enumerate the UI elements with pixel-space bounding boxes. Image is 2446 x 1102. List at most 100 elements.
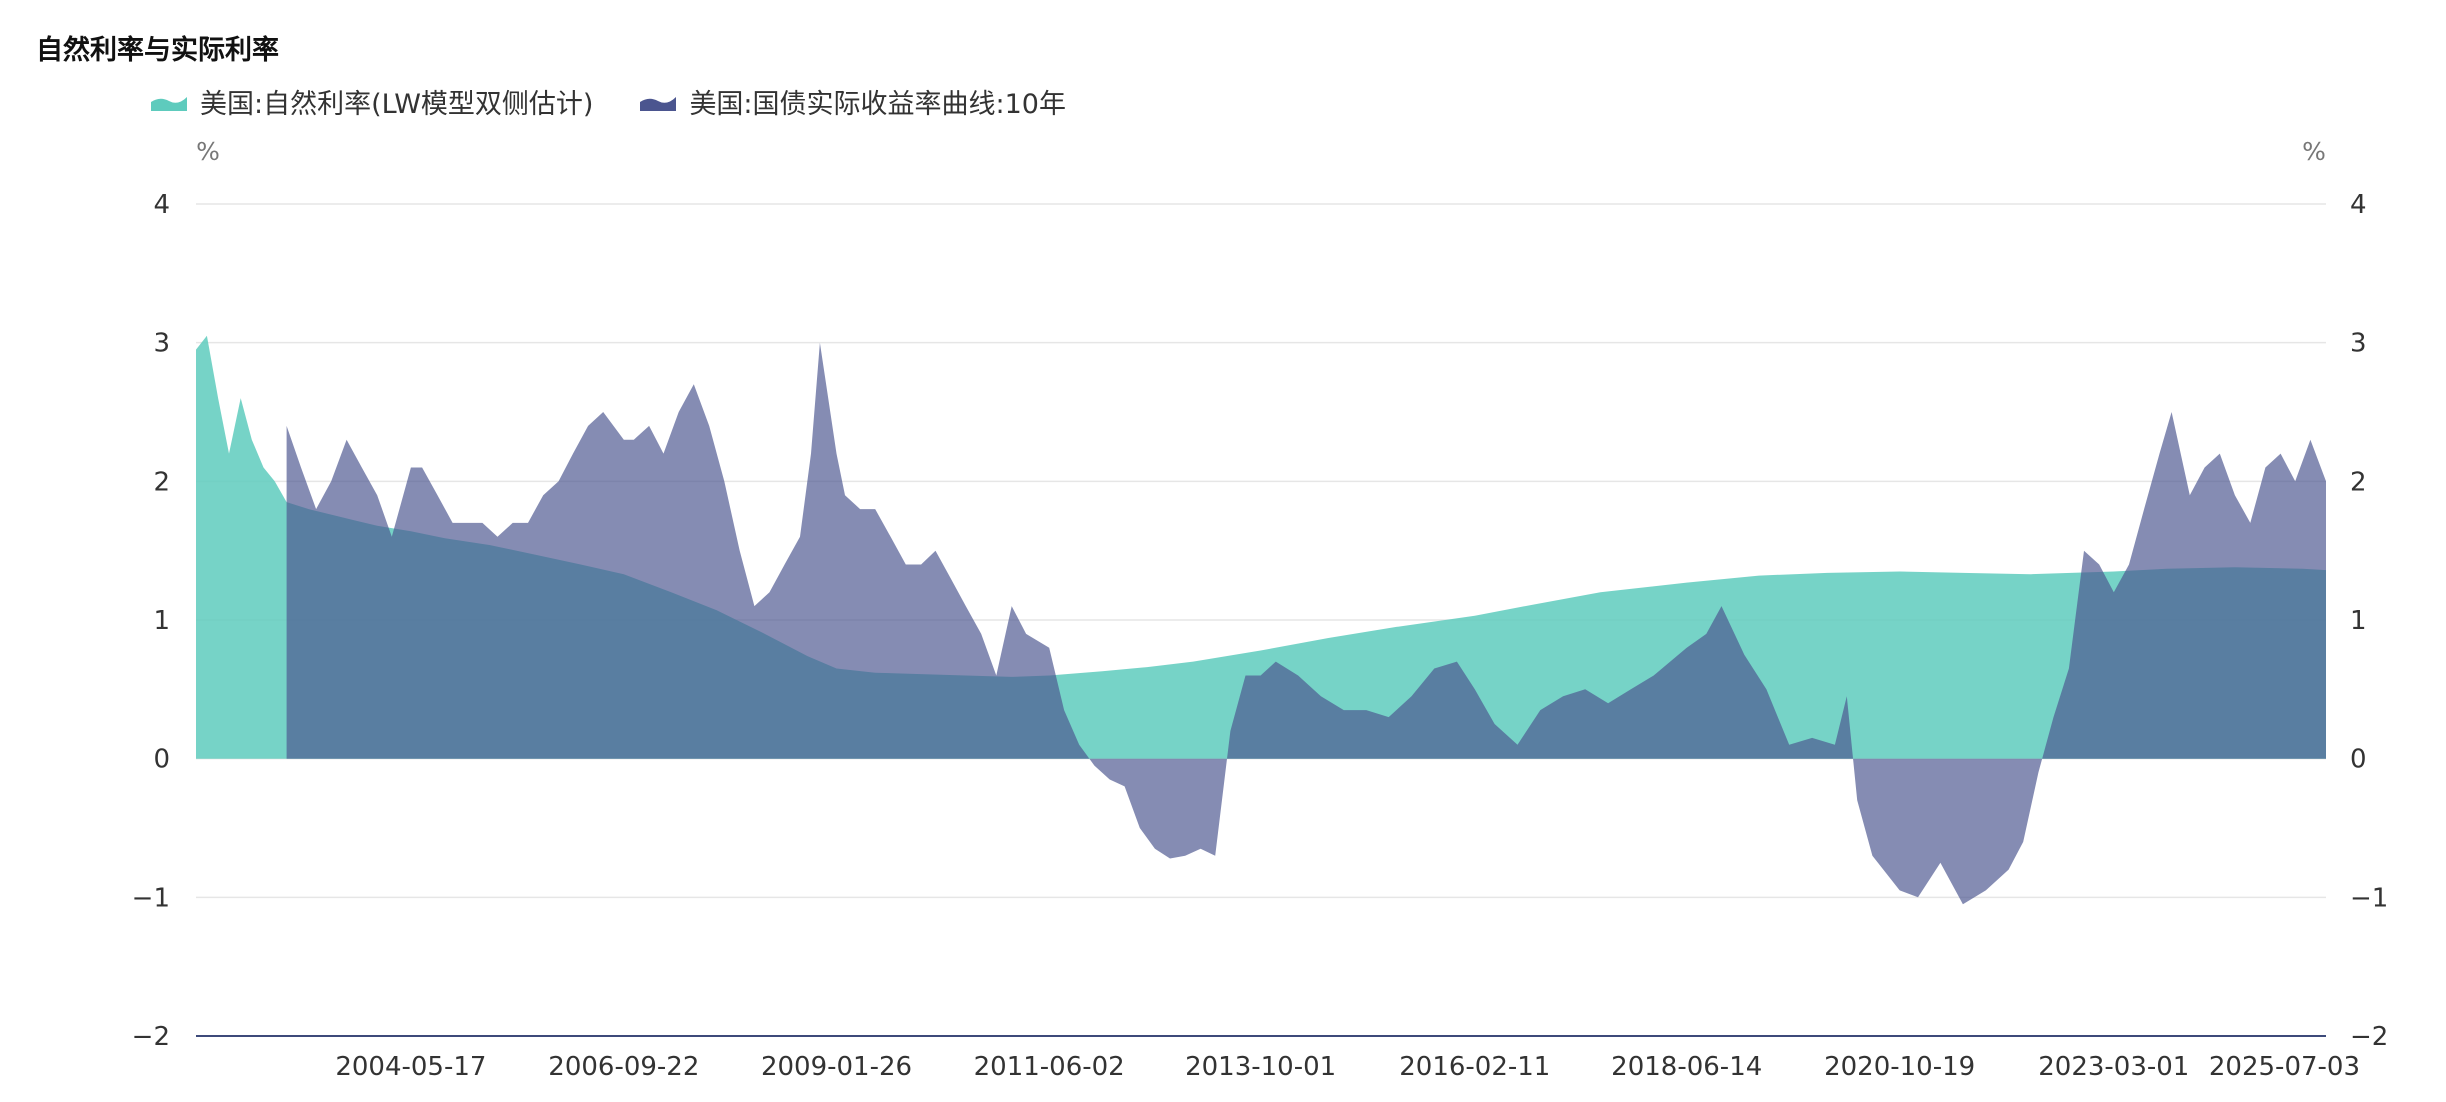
data-point-series-1[interactable] bbox=[494, 533, 502, 541]
data-point-series-1[interactable] bbox=[932, 547, 940, 555]
legend-item-real-yield[interactable]: 美国:国债实际收益率曲线:10年 bbox=[639, 82, 1066, 121]
data-point-series-1[interactable] bbox=[1683, 644, 1691, 652]
data-point-series-1[interactable] bbox=[962, 602, 970, 610]
data-point-series-1[interactable] bbox=[1060, 706, 1068, 714]
data-point-series-1[interactable] bbox=[2110, 588, 2118, 596]
data-point-series-1[interactable] bbox=[1627, 685, 1635, 693]
data-point-series-1[interactable] bbox=[1257, 672, 1265, 680]
data-point-series-1[interactable] bbox=[1702, 630, 1710, 638]
data-point-series-1[interactable] bbox=[1166, 855, 1174, 863]
data-point-series-1[interactable] bbox=[1831, 741, 1839, 749]
data-point-series-1[interactable] bbox=[1075, 741, 1083, 749]
data-point-series-1[interactable] bbox=[2261, 464, 2269, 472]
data-point-series-1[interactable] bbox=[1242, 672, 1250, 680]
data-point-series-1[interactable] bbox=[2125, 561, 2133, 569]
data-point-series-1[interactable] bbox=[977, 630, 985, 638]
data-point-series-0[interactable] bbox=[1143, 663, 1151, 671]
data-point-series-1[interactable] bbox=[524, 519, 532, 527]
data-point-series-0[interactable] bbox=[248, 436, 256, 444]
data-point-series-0[interactable] bbox=[225, 450, 233, 458]
data-point-series-1[interactable] bbox=[1718, 602, 1726, 610]
data-point-series-1[interactable] bbox=[887, 533, 895, 541]
data-point-series-1[interactable] bbox=[1536, 706, 1544, 714]
data-point-series-1[interactable] bbox=[2246, 519, 2254, 527]
data-point-series-0[interactable] bbox=[1257, 647, 1265, 655]
data-point-series-1[interactable] bbox=[373, 491, 381, 499]
data-point-series-0[interactable] bbox=[1823, 569, 1831, 577]
data-point-series-1[interactable] bbox=[1982, 886, 1990, 894]
data-point-series-0[interactable] bbox=[1471, 612, 1479, 620]
data-point-series-1[interactable] bbox=[1226, 727, 1234, 735]
data-point-series-1[interactable] bbox=[1581, 685, 1589, 693]
data-point-series-0[interactable] bbox=[1896, 568, 1904, 576]
data-point-series-1[interactable] bbox=[2168, 408, 2176, 416]
data-point-series-1[interactable] bbox=[2095, 561, 2103, 569]
data-point-series-1[interactable] bbox=[2306, 436, 2314, 444]
data-point-series-1[interactable] bbox=[1559, 692, 1567, 700]
data-point-series-1[interactable] bbox=[1272, 658, 1280, 666]
data-point-series-0[interactable] bbox=[1529, 601, 1537, 609]
data-point-series-0[interactable] bbox=[1098, 667, 1106, 675]
data-point-series-1[interactable] bbox=[2231, 491, 2239, 499]
data-point-series-1[interactable] bbox=[569, 450, 577, 458]
data-point-series-0[interactable] bbox=[271, 477, 279, 485]
data-point-series-1[interactable] bbox=[407, 464, 415, 472]
data-point-series-0[interactable] bbox=[2110, 568, 2118, 576]
data-point-series-1[interactable] bbox=[555, 477, 563, 485]
data-point-series-1[interactable] bbox=[1408, 692, 1416, 700]
data-point-series-1[interactable] bbox=[2322, 477, 2330, 485]
data-point-series-1[interactable] bbox=[478, 519, 486, 527]
data-point-series-1[interactable] bbox=[1491, 720, 1499, 728]
data-point-series-0[interactable] bbox=[2027, 570, 2035, 578]
data-point-series-1[interactable] bbox=[1197, 845, 1205, 853]
data-point-series-1[interactable] bbox=[766, 588, 774, 596]
data-point-series-1[interactable] bbox=[1762, 685, 1770, 693]
data-point-series-1[interactable] bbox=[690, 380, 698, 388]
data-point-series-1[interactable] bbox=[1430, 665, 1438, 673]
data-point-series-1[interactable] bbox=[2216, 450, 2224, 458]
data-point-series-1[interactable] bbox=[1008, 602, 1016, 610]
data-point-series-1[interactable] bbox=[1959, 900, 1967, 908]
data-point-series-1[interactable] bbox=[720, 477, 728, 485]
data-point-series-1[interactable] bbox=[1853, 796, 1861, 804]
data-point-series-1[interactable] bbox=[2201, 464, 2209, 472]
data-point-series-1[interactable] bbox=[2140, 505, 2148, 513]
data-point-series-1[interactable] bbox=[750, 602, 758, 610]
data-point-series-1[interactable] bbox=[2019, 838, 2027, 846]
data-point-series-1[interactable] bbox=[2080, 547, 2088, 555]
data-point-series-1[interactable] bbox=[2186, 491, 2194, 499]
data-point-series-1[interactable] bbox=[1045, 644, 1053, 652]
data-point-series-1[interactable] bbox=[312, 505, 320, 513]
data-point-series-1[interactable] bbox=[1317, 692, 1325, 700]
data-point-series-0[interactable] bbox=[1755, 572, 1763, 580]
data-point-series-1[interactable] bbox=[539, 491, 547, 499]
data-point-series-1[interactable] bbox=[856, 505, 864, 513]
data-point-series-1[interactable] bbox=[1151, 845, 1159, 853]
data-point-series-1[interactable] bbox=[1090, 762, 1098, 770]
data-point-series-1[interactable] bbox=[297, 464, 305, 472]
data-point-series-1[interactable] bbox=[1362, 706, 1370, 714]
data-point-series-1[interactable] bbox=[675, 408, 683, 416]
data-point-series-1[interactable] bbox=[2156, 450, 2164, 458]
data-point-series-1[interactable] bbox=[1914, 893, 1922, 901]
data-point-series-0[interactable] bbox=[260, 464, 268, 472]
data-point-series-1[interactable] bbox=[1385, 713, 1393, 721]
data-point-series-1[interactable] bbox=[1121, 782, 1129, 790]
data-point-series-1[interactable] bbox=[1022, 630, 1030, 638]
data-point-series-0[interactable] bbox=[192, 346, 200, 354]
data-point-series-0[interactable] bbox=[203, 332, 211, 340]
data-point-series-1[interactable] bbox=[902, 561, 910, 569]
data-point-series-1[interactable] bbox=[1650, 672, 1658, 680]
data-point-series-1[interactable] bbox=[1136, 824, 1144, 832]
data-point-series-1[interactable] bbox=[1453, 658, 1461, 666]
data-point-series-1[interactable] bbox=[833, 450, 841, 458]
data-point-series-1[interactable] bbox=[1868, 852, 1876, 860]
data-point-series-1[interactable] bbox=[1808, 734, 1816, 742]
data-point-series-1[interactable] bbox=[283, 422, 291, 430]
data-point-series-1[interactable] bbox=[1843, 692, 1851, 700]
data-point-series-1[interactable] bbox=[917, 561, 925, 569]
data-point-series-1[interactable] bbox=[781, 561, 789, 569]
data-point-series-0[interactable] bbox=[1324, 634, 1332, 642]
data-point-series-1[interactable] bbox=[1294, 672, 1302, 680]
data-point-series-1[interactable] bbox=[2034, 769, 2042, 777]
